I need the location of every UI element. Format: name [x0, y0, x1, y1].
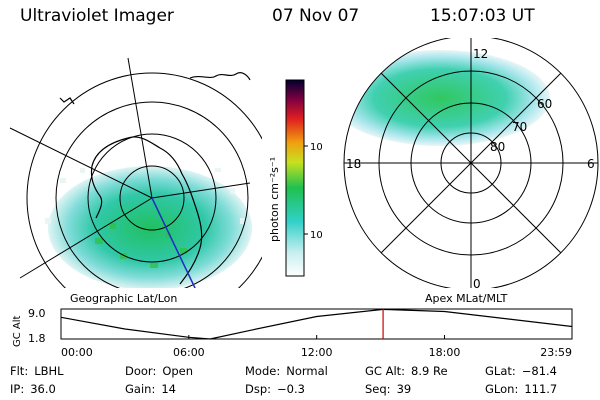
aurora-region [48, 166, 252, 288]
mlat-label-80: 80 [490, 140, 505, 154]
status-glat: GLat: −81.4 [485, 364, 557, 378]
y-axis-label: GC Alt [12, 315, 23, 347]
x-tick-label: 18:00 [429, 346, 461, 359]
status-dsp: Dsp: −0.3 [245, 382, 305, 396]
geographic-map [9, 57, 262, 288]
x-tick-label: 23:59 [540, 346, 572, 359]
status-door: Door: Open [125, 364, 194, 378]
mlt-label-18: 18 [346, 157, 361, 171]
mlt-label-12: 12 [473, 47, 488, 61]
y-tick-max: 9.0 [28, 307, 46, 320]
x-tick-label: 06:00 [173, 346, 205, 359]
geographic-map-label: Geographic Lat/Lon [70, 292, 178, 305]
x-tick-label: 00:00 [61, 346, 93, 359]
mlat-label-60: 60 [537, 97, 552, 111]
magnetic-map: 12 18 6 0 60 70 80 [343, 38, 599, 288]
status-flt: Flt: LBHL [10, 364, 64, 378]
status-seq: Seq: 39 [365, 382, 412, 396]
plot-frame [60, 308, 573, 340]
colorbar-tick-10: 10 [310, 230, 322, 241]
time-label: 15:07:03 UT [430, 6, 535, 26]
status-ip: IP: 36.0 [10, 382, 56, 396]
status-glon: GLon: 111.7 [485, 382, 558, 396]
instrument-title: Ultraviolet Imager [20, 6, 174, 26]
status-gc-alt: GC Alt: 8.9 Re [365, 364, 448, 378]
altitude-plot: GC Alt 9.0 1.8 00:00 06:00 12:00 18:00 23:59 [12, 307, 573, 359]
colorbar-tick-100: 100 [310, 142, 322, 153]
x-tick-label: 12:00 [301, 346, 333, 359]
date-label: 07 Nov 07 [272, 6, 360, 26]
mlt-label-0: 0 [473, 277, 481, 288]
colorbar-unit-label: photon cm⁻²s⁻¹ [268, 157, 281, 242]
y-tick-min: 1.8 [28, 332, 46, 345]
magnetic-map-label: Apex MLat/MLT [425, 292, 508, 305]
status-gain: Gain: 14 [125, 382, 176, 396]
status-mode: Mode: Normal [245, 364, 328, 378]
colorbar: 100 10 photon cm⁻²s⁻¹ [268, 79, 322, 277]
mlt-label-6: 6 [587, 157, 595, 171]
altitude-line [60, 308, 573, 340]
mlat-label-70: 70 [512, 120, 527, 134]
